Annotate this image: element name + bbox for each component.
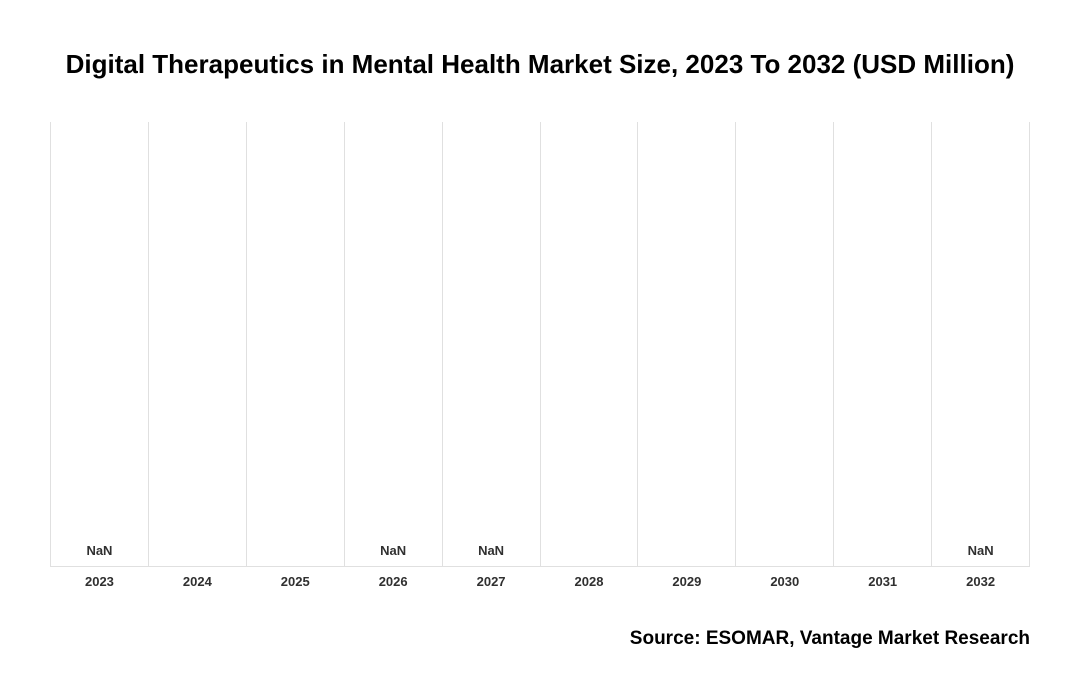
bar-column: NaN 2023 — [51, 122, 149, 566]
x-axis-label: 2030 — [736, 566, 833, 589]
value-label: NaN — [443, 543, 540, 558]
bar-column: 2028 — [541, 122, 639, 566]
x-axis-label: 2032 — [932, 566, 1029, 589]
bar-column: NaN 2026 — [345, 122, 443, 566]
value-label: NaN — [345, 543, 442, 558]
source-attribution: Source: ESOMAR, Vantage Market Research — [630, 628, 1030, 650]
plot-area: NaN 2023 2024 2025 NaN 2026 NaN 2027 202… — [50, 122, 1030, 567]
bar-column: 2030 — [736, 122, 834, 566]
bar-column: 2025 — [247, 122, 345, 566]
chart-container: Digital Therapeutics in Mental Health Ma… — [0, 0, 1080, 700]
x-axis-label: 2025 — [247, 566, 344, 589]
x-axis-label: 2031 — [834, 566, 931, 589]
chart-title: Digital Therapeutics in Mental Health Ma… — [50, 48, 1030, 82]
x-axis-label: 2023 — [51, 566, 148, 589]
x-axis-label: 2024 — [149, 566, 246, 589]
x-axis-label: 2028 — [541, 566, 638, 589]
value-label: NaN — [932, 543, 1029, 558]
x-axis-label: 2026 — [345, 566, 442, 589]
x-axis-label: 2029 — [638, 566, 735, 589]
x-axis-label: 2027 — [443, 566, 540, 589]
bar-column: 2029 — [638, 122, 736, 566]
bar-column: NaN 2032 — [932, 122, 1030, 566]
bar-column: 2024 — [149, 122, 247, 566]
bar-column: 2031 — [834, 122, 932, 566]
bar-column: NaN 2027 — [443, 122, 541, 566]
value-label: NaN — [51, 543, 148, 558]
